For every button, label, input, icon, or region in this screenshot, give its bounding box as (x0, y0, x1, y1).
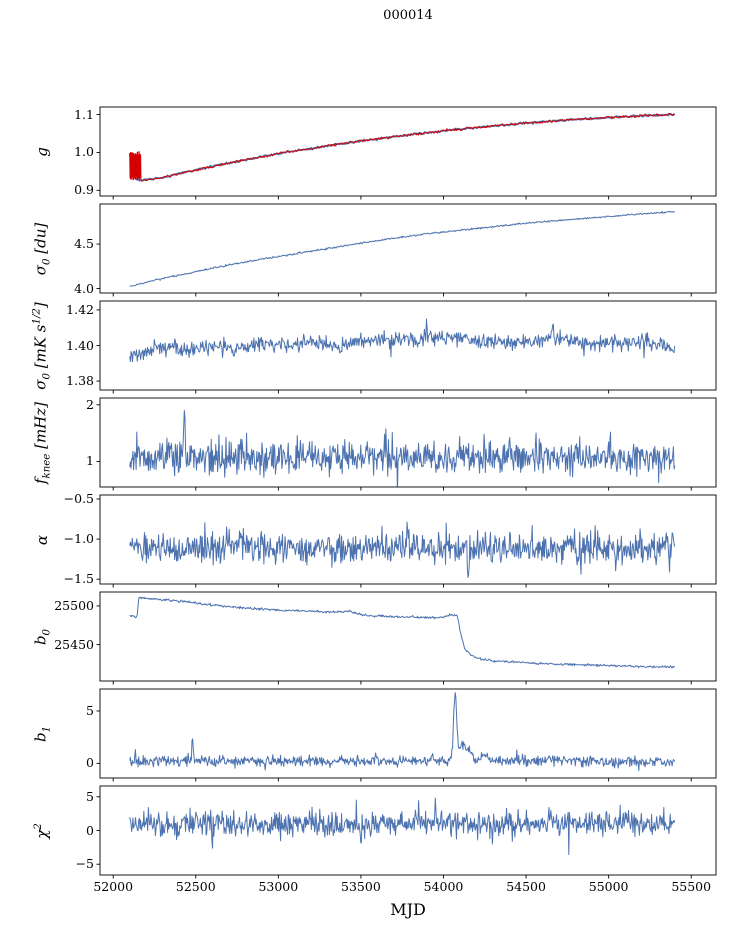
y-tick-label: 0 (86, 755, 94, 771)
y-tick-label: 25500 (54, 597, 94, 613)
figure-title: 000014 (383, 8, 433, 23)
y-tick-label: 25450 (54, 636, 94, 652)
y-tick-label: 1.0 (74, 144, 94, 160)
y-axis-label-sigma0-du: σ0 [du] (31, 222, 53, 275)
y-tick-label: 1.40 (66, 337, 94, 353)
y-tick-label: 2 (86, 396, 94, 412)
x-tick-label: 54500 (506, 879, 546, 894)
y-tick-label: 4.0 (74, 280, 94, 296)
y-tick-label: −1.5 (63, 571, 94, 587)
y-tick-label: −0.5 (63, 491, 94, 506)
x-tick-label: 52500 (175, 879, 216, 894)
x-tick-label: 53500 (341, 879, 381, 894)
y-tick-label: 0 (86, 822, 94, 838)
y-tick-label: 1.1 (74, 106, 94, 122)
x-tick-label: 55000 (588, 879, 629, 894)
y-tick-label: 0.9 (74, 182, 94, 198)
y-axis-label-sigma0-mk: σ0 [mK s1/2] (31, 301, 53, 390)
y-axis-label-b1: b1 (31, 725, 53, 742)
y-tick-label: 4.5 (74, 236, 94, 252)
y-axis-label-chi2: χ2 (33, 822, 51, 839)
y-tick-label: 5 (86, 702, 94, 718)
x-tick-label: 52000 (93, 879, 134, 894)
y-tick-label: 1 (86, 453, 94, 469)
x-tick-label: 53000 (258, 879, 299, 894)
y-axis-label-fknee: fknee [mHz] (31, 401, 53, 484)
y-axis-label-alpha: α (33, 534, 51, 545)
y-tick-label: 1.38 (66, 373, 94, 389)
y-tick-label: 1.42 (66, 301, 94, 317)
x-axis-label: MJD (390, 900, 426, 919)
x-tick-label: 54000 (423, 879, 464, 894)
y-tick-label: −5 (75, 856, 94, 872)
y-tick-label: 5 (86, 788, 94, 804)
y-axis-label-b0: b0 (31, 628, 53, 645)
y-axis-label-gain: g (33, 146, 51, 157)
y-tick-label: −1.0 (63, 531, 94, 547)
x-tick-label: 55500 (671, 879, 712, 894)
